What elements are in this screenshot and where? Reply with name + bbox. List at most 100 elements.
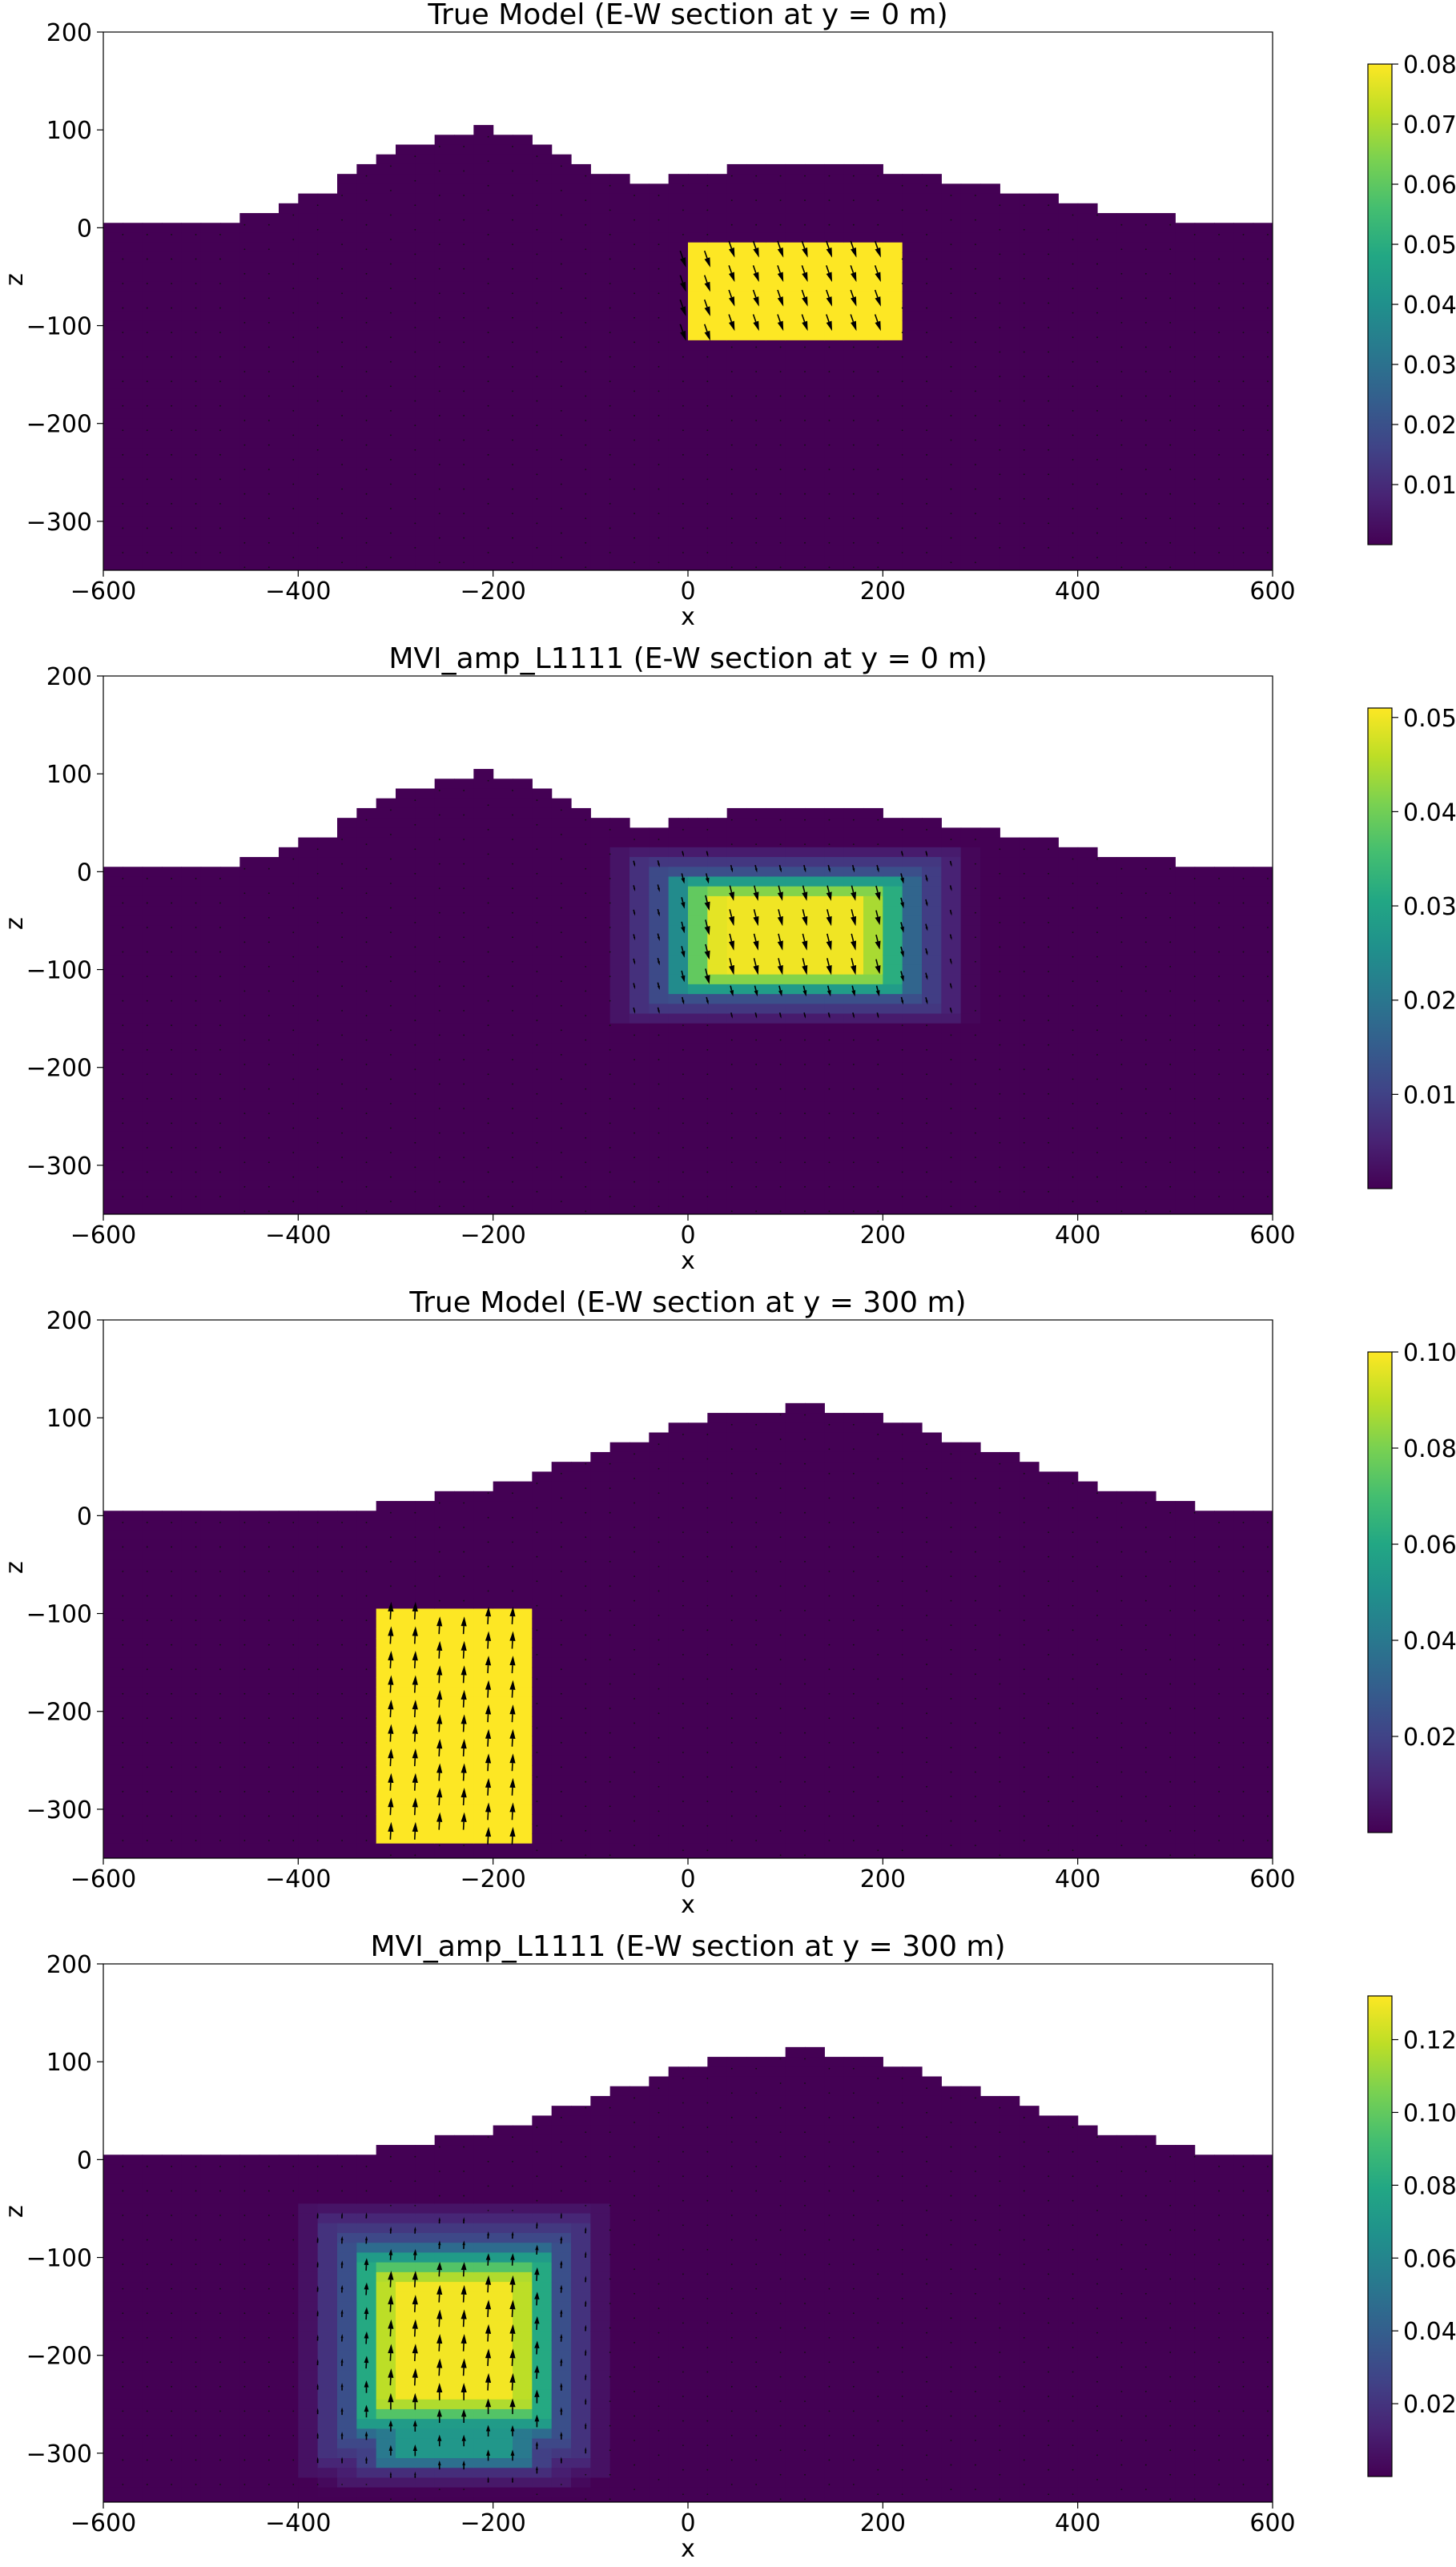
model-cell (376, 408, 396, 420)
model-cell (590, 388, 611, 400)
model-cell (279, 330, 299, 341)
model-cell (649, 1004, 670, 1015)
model-cell (863, 895, 883, 907)
magnetization-dot (682, 380, 684, 383)
model-cell (649, 1131, 670, 1141)
model-cell (629, 330, 650, 341)
magnetization-dot (755, 469, 758, 471)
model-cell (785, 193, 806, 204)
model-cell (726, 448, 747, 459)
model-cell (609, 536, 630, 547)
model-cell (513, 915, 533, 927)
magnetization-dot (658, 341, 660, 344)
model-cell (1175, 457, 1196, 469)
model-cell (513, 964, 533, 976)
model-cell (688, 487, 708, 497)
model-cell (181, 1141, 202, 1152)
model-cell (960, 516, 981, 527)
magnetization-dot (414, 522, 416, 525)
model-cell (337, 867, 357, 878)
model-cell (396, 827, 416, 839)
model-cell (142, 428, 163, 439)
model-cell (726, 487, 747, 497)
model-cell (960, 360, 981, 371)
model-cell (493, 281, 513, 292)
magnetization-dot (171, 478, 173, 481)
magnetization-dot (804, 493, 806, 495)
model-cell (220, 1023, 240, 1034)
model-cell (590, 994, 611, 1004)
model-cell (376, 837, 396, 848)
model-cell (785, 340, 806, 351)
model-cell (805, 906, 825, 916)
model-cell (200, 1043, 221, 1053)
model-cell (239, 506, 260, 517)
magnetization-dot (414, 155, 416, 158)
model-cell (707, 477, 728, 488)
model-cell (337, 1043, 357, 1053)
model-cell (337, 311, 357, 322)
model-cell (1077, 545, 1098, 557)
model-cell (863, 886, 883, 897)
model-cell (649, 183, 670, 195)
model-cell (746, 457, 766, 469)
model-cell (688, 418, 708, 429)
model-cell (746, 369, 766, 380)
model-cell (1233, 418, 1254, 429)
model-cell (1233, 477, 1254, 488)
magnetization-dot (706, 356, 709, 358)
model-cell (220, 301, 240, 312)
model-cell (1097, 320, 1117, 332)
model-cell (123, 1082, 143, 1092)
magnetization-dot (146, 453, 148, 456)
model-cell (162, 1043, 182, 1053)
model-cell (999, 291, 1020, 302)
model-cell (103, 1209, 123, 1214)
magnetization-dot (195, 503, 197, 505)
model-cell (356, 1121, 377, 1132)
magnetization-dot (560, 360, 562, 363)
model-cell (279, 408, 299, 420)
model-cell (1019, 457, 1040, 469)
panel-2: −600 −400 −200 0 200 400 6002001000−100−200−30… (1, 642, 1456, 1275)
model-cell (707, 213, 728, 223)
magnetization-dot (171, 307, 173, 309)
model-cell (513, 281, 533, 292)
model-cell (181, 418, 202, 429)
model-cell (220, 408, 240, 420)
model-cell (396, 925, 416, 936)
magnetization-dot (755, 199, 758, 202)
model-cell (726, 506, 747, 517)
model-cell (824, 994, 845, 1004)
model-cell (473, 1209, 494, 1214)
model-cell (805, 163, 825, 175)
model-cell (396, 350, 416, 360)
model-cell (941, 223, 962, 234)
model-cell (590, 867, 611, 878)
magnetization-dot (341, 268, 343, 270)
model-cell (863, 438, 883, 449)
model-cell (239, 330, 260, 341)
model-cell (142, 350, 163, 360)
model-cell (337, 1160, 357, 1171)
magnetization-dot (804, 175, 806, 177)
model-cell (1136, 457, 1156, 469)
model-cell (434, 818, 455, 828)
model-cell (356, 516, 377, 527)
model-cell (766, 536, 786, 547)
model-cell (726, 1199, 747, 1210)
model-cell (883, 837, 903, 848)
model-cell (123, 399, 143, 409)
model-cell (999, 388, 1020, 400)
model-cell (843, 418, 864, 429)
model-cell (1156, 545, 1176, 557)
magnetization-dot (122, 527, 124, 529)
model-cell (590, 320, 611, 332)
model-cell (843, 925, 864, 936)
model-cell (396, 360, 416, 371)
model-cell (415, 545, 436, 557)
model-cell (396, 1023, 416, 1034)
model-cell (220, 906, 240, 916)
magnetization-dot (585, 444, 587, 446)
model-cell (181, 886, 202, 897)
